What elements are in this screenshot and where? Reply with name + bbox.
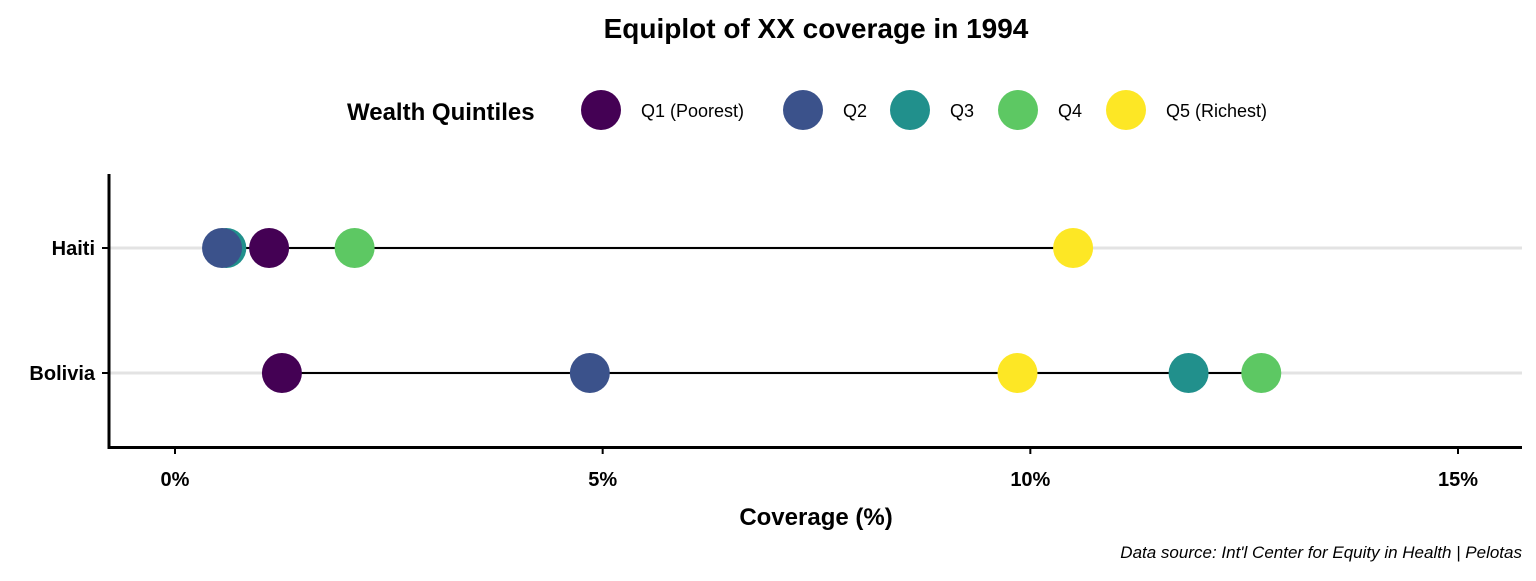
- legend-label: Q3: [950, 101, 974, 121]
- legend-swatch: [783, 90, 823, 130]
- data-point: [1053, 228, 1094, 268]
- y-tick-label: Bolivia: [29, 363, 95, 385]
- grid: [109, 246, 1522, 375]
- legend-label: Q5 (Richest): [1166, 101, 1267, 121]
- data-point: [334, 228, 375, 268]
- legend-items: Q1 (Poorest) Q2 Q3 Q4 Q5 (Richest): [581, 90, 1267, 130]
- legend-swatch: [581, 90, 621, 130]
- data-points: [202, 228, 1282, 393]
- caption: Data source: Int'l Center for Equity in …: [1120, 543, 1522, 562]
- legend-label: Q2: [843, 101, 867, 121]
- data-point: [249, 228, 290, 268]
- data-point: [1168, 353, 1209, 393]
- y-ticks: Haiti Bolivia: [29, 238, 109, 385]
- x-tick-label: 5%: [588, 469, 617, 491]
- x-tick-label: 0%: [161, 469, 190, 491]
- data-point: [261, 353, 302, 393]
- axes: Haiti Bolivia 0% 5% 10% 15%: [29, 174, 1522, 491]
- y-tick-label: Haiti: [52, 238, 95, 260]
- data-point: [1241, 353, 1282, 393]
- legend-swatch: [998, 90, 1038, 130]
- data-point: [997, 353, 1038, 393]
- x-ticks: 0% 5% 10% 15%: [161, 448, 1478, 491]
- legend-title: Wealth Quintiles: [347, 99, 535, 126]
- legend-swatch: [890, 90, 930, 130]
- range-lines: [222, 247, 1262, 374]
- chart-title: Equiplot of XX coverage in 1994: [604, 13, 1029, 44]
- data-point: [202, 228, 243, 268]
- x-tick-label: 10%: [1010, 469, 1050, 491]
- legend-label: Q4: [1058, 101, 1082, 121]
- x-axis-title: Coverage (%): [739, 504, 892, 531]
- legend-swatch: [1106, 90, 1146, 130]
- data-point: [569, 353, 610, 393]
- legend: Wealth Quintiles Q1 (Poorest) Q2 Q3 Q4 Q5 (R…: [347, 90, 1267, 130]
- x-tick-label: 15%: [1438, 469, 1478, 491]
- legend-label: Q1 (Poorest): [641, 101, 744, 121]
